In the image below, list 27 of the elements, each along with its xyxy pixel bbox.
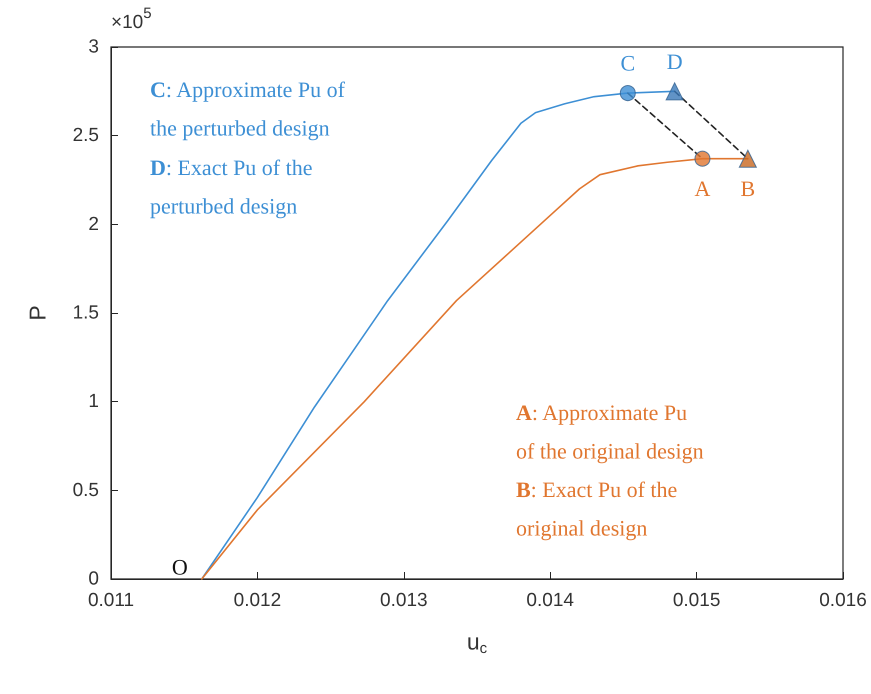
y-tick-label: 3	[88, 36, 99, 58]
y-tick-label: 1	[88, 391, 99, 412]
annotation: O	[172, 554, 188, 580]
point	[666, 82, 684, 100]
annotation: D: Exact Pu of the perturbed design	[150, 154, 313, 218]
y-tick-label: 0	[88, 568, 99, 590]
point	[738, 150, 757, 168]
point	[620, 85, 636, 102]
x-tick-label: 0.016	[819, 590, 867, 611]
x-tick-label: 0.015	[672, 590, 720, 611]
annotation: B	[740, 176, 756, 202]
y-tick-label: 2	[88, 214, 99, 235]
x-tick-label: 0.013	[380, 590, 428, 611]
x-tick-label: 0.011	[88, 590, 134, 611]
x-tick-label: 0.012	[234, 590, 282, 611]
y-axis-title: P	[24, 305, 50, 321]
annotation: C	[620, 50, 636, 76]
annotation: A	[694, 176, 711, 202]
annotation: C: Approximate Pu of the perturbed design	[150, 76, 346, 140]
y-tick-label: 1.5	[72, 302, 99, 324]
x-tick-label: 0.014	[526, 590, 574, 611]
annotation: B: Exact Pu of the original design	[516, 476, 678, 540]
point	[694, 150, 710, 167]
annotation: D	[666, 48, 683, 74]
annotation: A: Approximate Pu of the original design	[516, 400, 704, 464]
y-tick-label: 0.5	[72, 480, 99, 501]
y-tick-label: 2.5	[72, 125, 99, 146]
